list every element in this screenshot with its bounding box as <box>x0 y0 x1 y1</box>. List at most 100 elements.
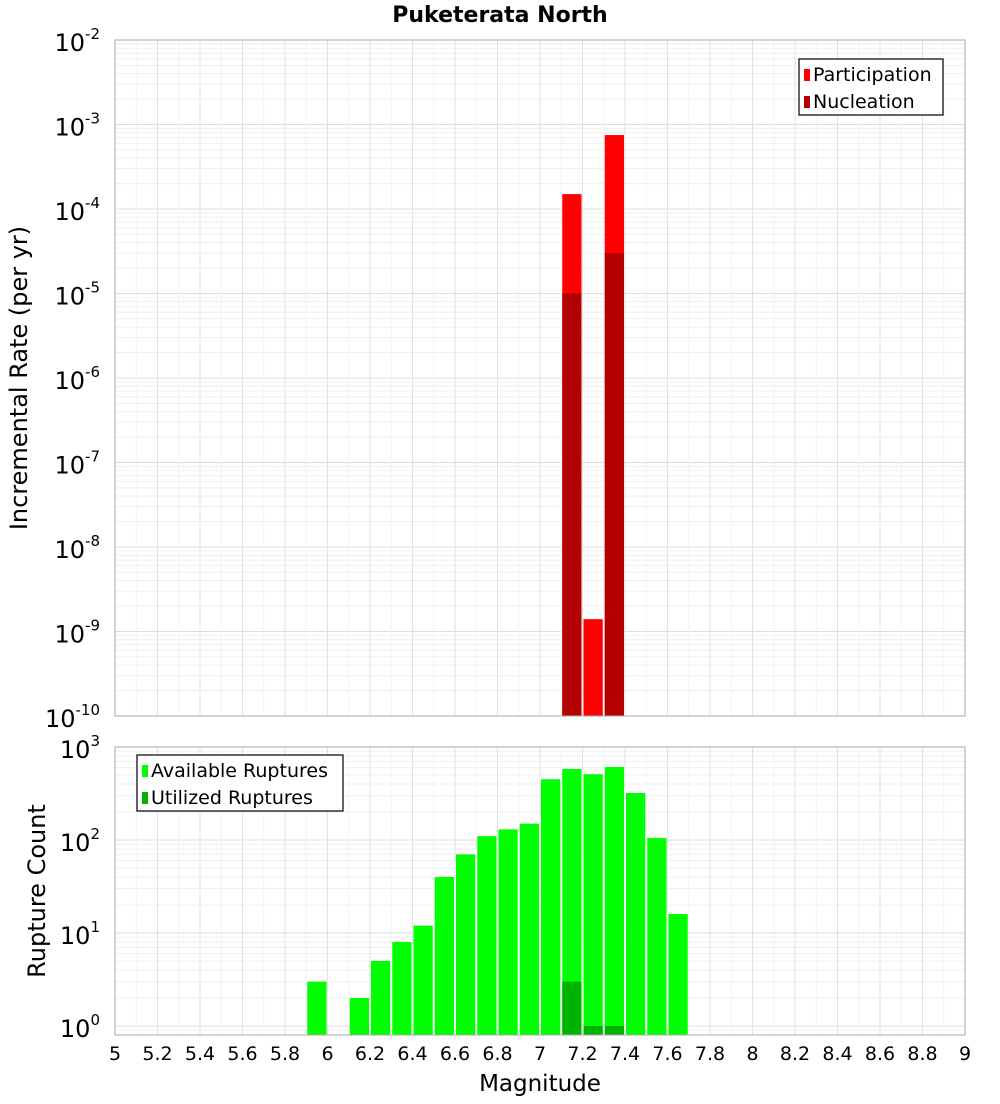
available-ruptures-bar <box>498 829 518 1035</box>
y-tick-label: 10-3 <box>54 110 100 142</box>
y-tick-exponent: -6 <box>85 363 100 381</box>
x-tick-label: 6 <box>321 1043 333 1065</box>
available-ruptures-bar <box>434 877 454 1035</box>
x-tick-label: 5.2 <box>142 1043 172 1065</box>
plot-border <box>114 39 966 717</box>
y-tick-label: 10-10 <box>45 701 100 733</box>
legend-label: Utilized Ruptures <box>151 787 313 809</box>
available-ruptures-bar <box>371 960 391 1035</box>
y-tick-label: 10-4 <box>54 194 100 226</box>
available-ruptures-bar <box>413 925 433 1035</box>
y-tick-exponent: -10 <box>76 701 101 719</box>
utilized-ruptures-bar <box>604 1025 624 1035</box>
x-tick-label: 6.6 <box>440 1043 470 1065</box>
y-tick-exponent: -4 <box>85 194 100 212</box>
y-tick-base: 10 <box>60 922 91 950</box>
y-tick-label: 102 <box>60 825 100 857</box>
x-axis-label: Magnitude <box>479 1071 601 1097</box>
nucleation-bar <box>604 253 624 716</box>
y-tick-base: 10 <box>54 29 85 57</box>
y-tick-label: 100 <box>60 1011 100 1043</box>
x-tick-label: 5.4 <box>185 1043 215 1065</box>
legend-box <box>136 754 344 812</box>
available-ruptures-bar <box>647 838 667 1035</box>
participation-bar <box>583 619 603 716</box>
y-tick-exponent: -8 <box>85 532 100 550</box>
x-tick-label: 6.8 <box>482 1043 512 1065</box>
y-tick-base: 10 <box>45 705 76 733</box>
y-tick-exponent: -7 <box>85 448 100 466</box>
available-ruptures-bar <box>456 854 476 1035</box>
y-tick-label: 10-9 <box>54 617 100 649</box>
available-ruptures-bar <box>541 779 561 1035</box>
y-tick-exponent: -5 <box>85 279 100 297</box>
x-tick-label: 7.6 <box>652 1043 682 1065</box>
y-tick-base: 10 <box>54 536 85 564</box>
available-ruptures-bar <box>583 774 603 1035</box>
x-tick-label: 8 <box>746 1043 758 1065</box>
y-tick-exponent: 0 <box>90 1011 100 1029</box>
y-tick-base: 10 <box>54 114 85 142</box>
x-tick-label: 8.6 <box>865 1043 895 1065</box>
plot-border <box>114 746 966 1036</box>
y-tick-exponent: 1 <box>90 918 100 936</box>
y-tick-base: 10 <box>54 452 85 480</box>
y-tick-label: 10-2 <box>54 25 100 57</box>
available-ruptures-bar <box>349 997 369 1035</box>
y-tick-label: 101 <box>60 918 100 950</box>
available-ruptures-bar <box>477 836 497 1035</box>
available-ruptures-bar <box>668 914 688 1035</box>
available-ruptures-bar <box>307 981 327 1035</box>
x-tick-label: 8.8 <box>907 1043 937 1065</box>
x-tick-label: 7.4 <box>610 1043 640 1065</box>
y-tick-label: 10-7 <box>54 448 100 480</box>
y-tick-exponent: 2 <box>90 825 100 843</box>
x-tick-label: 9 <box>959 1043 971 1065</box>
y-tick-exponent: 3 <box>90 732 100 750</box>
y-tick-base: 10 <box>54 367 85 395</box>
legend-label: Participation <box>813 64 932 86</box>
y-tick-label: 10-8 <box>54 532 100 564</box>
legend-box <box>798 58 944 116</box>
y-tick-base: 10 <box>54 198 85 226</box>
legend-swatch <box>142 792 148 804</box>
available-ruptures-bar <box>392 942 412 1035</box>
x-tick-label: 6.4 <box>397 1043 427 1065</box>
y-tick-base: 10 <box>60 736 91 764</box>
y-tick-exponent: -9 <box>85 617 100 635</box>
legend-swatch <box>804 96 810 108</box>
y-tick-base: 10 <box>60 1015 91 1043</box>
x-tick-label: 5 <box>109 1043 121 1065</box>
y-axis-label: Incremental Rate (per yr) <box>5 226 33 530</box>
legend-label: Nucleation <box>813 91 915 113</box>
utilized-ruptures-bar <box>562 981 582 1035</box>
y-tick-exponent: -3 <box>85 110 100 128</box>
x-tick-label: 5.8 <box>270 1043 300 1065</box>
y-tick-label: 10-5 <box>54 279 100 311</box>
legend-label: Available Ruptures <box>151 760 328 782</box>
x-tick-label: 6.2 <box>355 1043 385 1065</box>
y-tick-label: 103 <box>60 732 100 764</box>
x-tick-label: 7 <box>534 1043 546 1065</box>
chart-title: Puketerata North <box>392 3 607 28</box>
top-panel: 10-1010-910-810-710-610-510-410-310-2Inc… <box>5 25 966 733</box>
x-tick-label: 8.4 <box>822 1043 852 1065</box>
available-ruptures-bar <box>562 769 582 1035</box>
y-tick-label: 10-6 <box>54 363 100 395</box>
x-tick-label: 7.2 <box>567 1043 597 1065</box>
x-tick-label: 5.6 <box>227 1043 257 1065</box>
y-tick-base: 10 <box>54 621 85 649</box>
y-tick-exponent: -2 <box>85 25 100 43</box>
legend-swatch <box>142 765 148 777</box>
nucleation-bar <box>562 293 582 716</box>
y-tick-base: 10 <box>54 283 85 311</box>
available-ruptures-bar <box>626 793 646 1035</box>
legend-swatch <box>804 69 810 81</box>
utilized-ruptures-bar <box>583 1025 603 1035</box>
y-axis-label: Rupture Count <box>23 804 51 978</box>
x-tick-label: 8.2 <box>780 1043 810 1065</box>
x-tick-label: 7.8 <box>695 1043 725 1065</box>
